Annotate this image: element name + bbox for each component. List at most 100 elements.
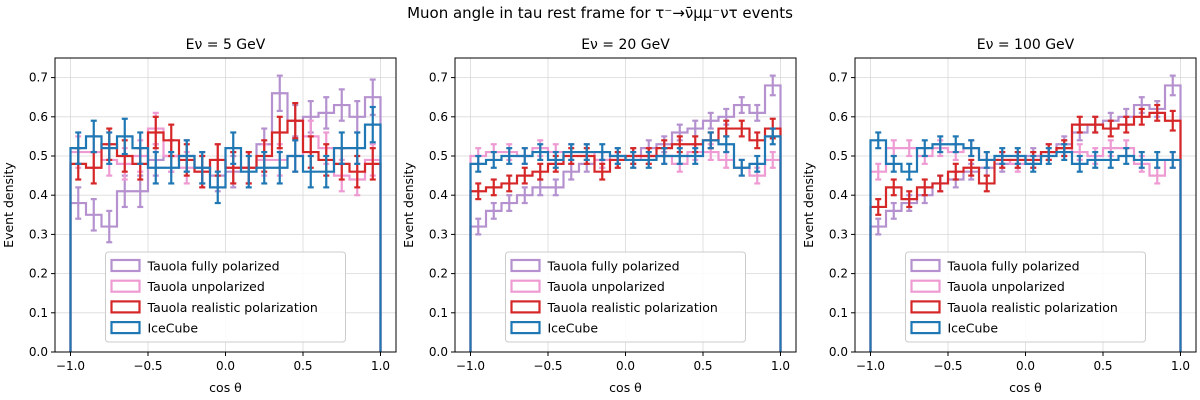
error-bar (475, 154, 482, 173)
error-bar (261, 150, 268, 185)
error-bar (506, 194, 513, 212)
x-tick-label: 0.5 (1093, 359, 1112, 373)
error-bar (75, 186, 82, 220)
error-bar (137, 131, 144, 165)
error-bar (890, 154, 897, 173)
error-bar (921, 178, 928, 197)
error-bar (75, 131, 82, 165)
series-step-line (469, 135, 782, 352)
error-bar (90, 198, 97, 232)
x-tick-label: 0.0 (1016, 359, 1035, 373)
error-bar (1138, 107, 1145, 126)
legend: Tauola fully polarized Tauola unpolarized… (905, 251, 1146, 343)
legend: Tauola fully polarized Tauola unpolarized… (505, 251, 746, 343)
legend-swatch (110, 321, 141, 335)
error-bar (552, 150, 559, 169)
panel-title: Eν = 5 GeV (186, 37, 266, 53)
x-tick-label: −0.5 (133, 359, 162, 373)
error-bar (738, 96, 745, 114)
x-tick-label: 1.0 (1171, 359, 1190, 373)
error-bar (1030, 154, 1037, 173)
legend-box (105, 251, 346, 343)
y-tick-label: 0.3 (829, 227, 848, 241)
error-bar (152, 115, 159, 150)
y-tick-label: 0.0 (29, 345, 48, 359)
error-bar (1123, 147, 1130, 165)
error-bar (475, 217, 482, 236)
legend-swatch (510, 279, 541, 293)
panel-1: −1.0 −0.5 0.0 0.5 1.0 0.0 0.1 0.2 0.3 0.4 0.5 0.6 0.… (1, 37, 397, 395)
error-bar (276, 115, 283, 150)
error-bar (475, 182, 482, 201)
error-bar (999, 147, 1006, 165)
y-tick-label: 0.2 (29, 267, 48, 281)
error-bar (1092, 150, 1099, 169)
x-axis-label: cos θ (209, 380, 242, 395)
legend-label: Tauola realistic polarization (547, 300, 718, 315)
error-bar (1076, 115, 1083, 134)
x-tick-label: 0.5 (293, 359, 312, 373)
legend-swatch (910, 321, 941, 335)
error-bar (276, 150, 283, 185)
error-bar (676, 147, 683, 165)
legend-label: IceCube (148, 321, 199, 336)
y-tick-label: 0.1 (29, 306, 48, 320)
y-tick-label: 0.3 (429, 227, 448, 241)
error-bar (738, 119, 745, 138)
error-bar (230, 131, 237, 165)
error-bar (106, 209, 113, 244)
error-bar (645, 150, 652, 169)
x-tick-label: −0.5 (533, 359, 562, 373)
error-bar (875, 162, 882, 181)
y-tick-label: 0.4 (829, 188, 848, 202)
legend-label: IceCube (948, 321, 999, 336)
error-bar (1123, 115, 1130, 134)
panel-3: −1.0 −0.5 0.0 0.5 1.0 0.0 0.1 0.2 0.3 0.4 0.5 0.6 0.… (801, 37, 1197, 395)
error-bar (769, 74, 776, 97)
error-bar (369, 105, 376, 144)
legend-swatch (910, 279, 941, 293)
error-bar (1014, 147, 1021, 165)
error-bar (323, 154, 330, 189)
error-bar (1045, 147, 1052, 165)
error-bar (921, 139, 928, 158)
error-bar (661, 147, 668, 165)
error-bar (630, 150, 637, 169)
x-tick-label: 0.0 (616, 359, 635, 373)
error-bar (968, 139, 975, 158)
y-tick-label: 0.6 (29, 110, 48, 124)
legend-box (505, 251, 746, 343)
error-bar (614, 147, 621, 165)
error-bar (506, 174, 513, 193)
error-bar (168, 150, 175, 185)
error-bar (769, 150, 776, 169)
error-bar (199, 150, 206, 185)
error-bar (890, 201, 897, 220)
legend-swatch (910, 300, 941, 314)
panel-title: Eν = 20 GeV (581, 37, 670, 53)
error-bar (707, 111, 714, 130)
error-bar (952, 162, 959, 181)
error-bar (106, 131, 113, 165)
error-bar (552, 178, 559, 197)
error-bar (906, 139, 913, 158)
error-bar (183, 139, 190, 173)
error-bar (875, 131, 882, 150)
y-tick-label: 0.7 (429, 71, 448, 85)
error-bar (537, 143, 544, 162)
legend-swatch (510, 300, 541, 314)
legend: Tauola fully polarized Tauola unpolarized… (105, 251, 346, 343)
y-axis-label: Event density (801, 162, 816, 248)
x-tick-label: 1.0 (371, 359, 390, 373)
x-axis-label: cos θ (609, 380, 642, 395)
y-tick-label: 0.5 (29, 149, 48, 163)
x-tick-label: −1.0 (856, 359, 885, 373)
error-bar (1154, 150, 1161, 169)
error-bar (121, 117, 128, 156)
legend-swatch (110, 279, 141, 293)
y-tick-label: 0.0 (829, 345, 848, 359)
series-step-line (869, 139, 1182, 352)
error-bar (338, 88, 345, 122)
y-tick-label: 0.5 (429, 149, 448, 163)
error-bar (90, 119, 97, 154)
